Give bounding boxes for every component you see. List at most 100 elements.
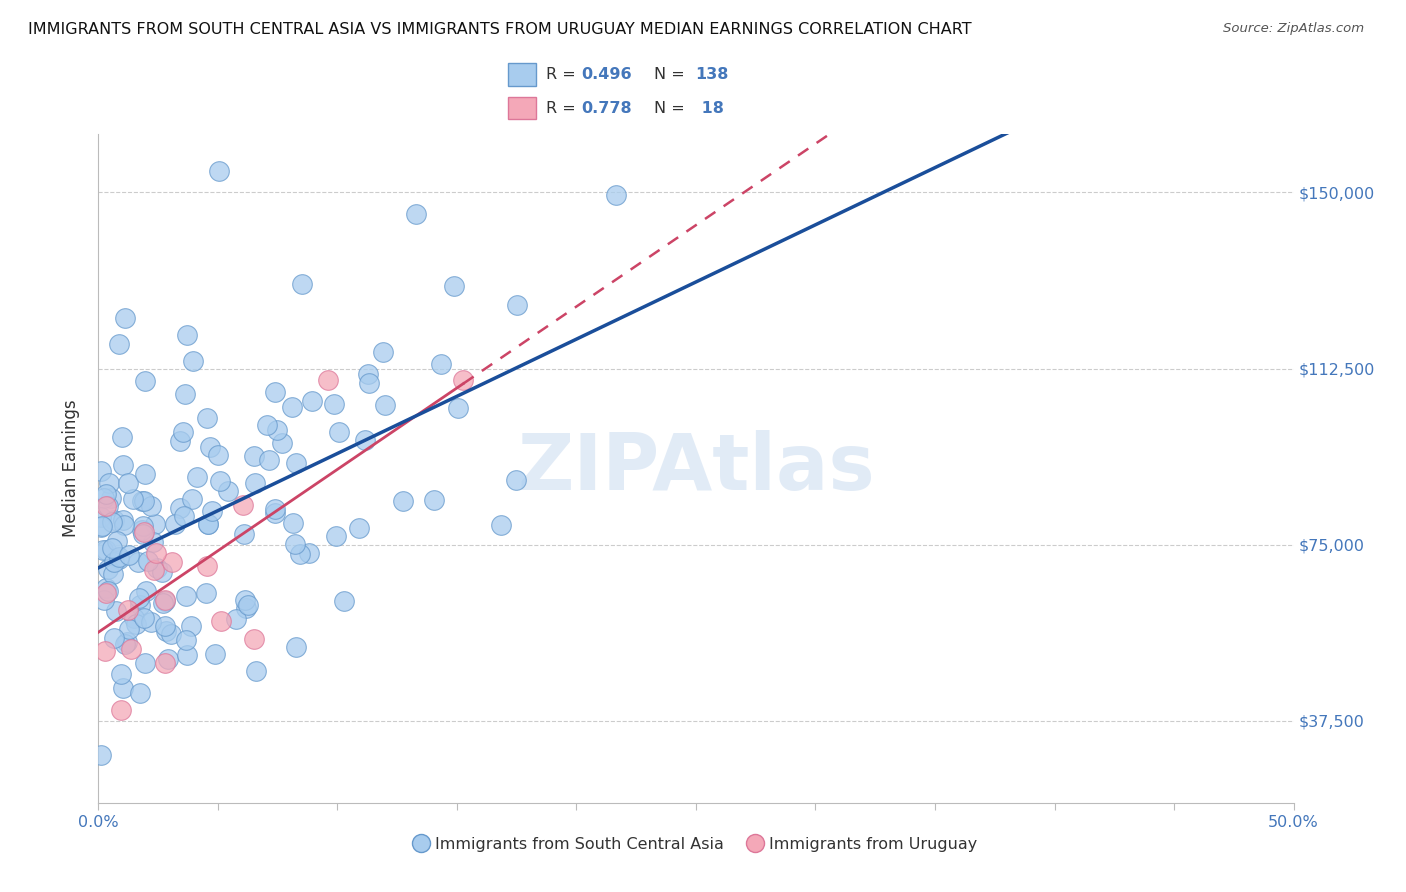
Point	[172, 425, 194, 439]
Point	[115, 635, 138, 649]
Point	[132, 526, 155, 541]
Point	[180, 619, 202, 633]
Point	[301, 393, 323, 408]
Point	[263, 385, 285, 400]
Point	[152, 595, 174, 609]
Point	[111, 513, 134, 527]
Point	[356, 367, 378, 381]
Point	[150, 565, 173, 579]
Point	[174, 589, 197, 603]
Point	[134, 657, 156, 671]
Point	[111, 430, 134, 444]
Point	[110, 703, 132, 717]
Point	[374, 398, 396, 412]
Point	[103, 631, 125, 645]
Point	[97, 499, 120, 513]
Point	[105, 533, 128, 548]
Point	[128, 591, 150, 606]
Point	[323, 397, 346, 411]
Point	[134, 375, 156, 389]
Point	[217, 483, 239, 498]
Text: R =: R =	[546, 101, 581, 116]
Point	[232, 498, 254, 512]
Point	[284, 456, 307, 470]
Bar	[509, 96, 536, 120]
Point	[197, 517, 219, 532]
Point	[332, 594, 354, 608]
Point	[160, 627, 183, 641]
Point	[105, 604, 128, 618]
Point	[181, 354, 204, 368]
Point	[443, 279, 465, 293]
Point	[264, 506, 287, 520]
Point	[128, 686, 150, 700]
Point	[422, 493, 444, 508]
Point	[128, 599, 150, 613]
Point	[266, 423, 288, 437]
Point	[91, 542, 114, 557]
Point	[101, 566, 124, 581]
Point	[108, 549, 131, 564]
Point	[103, 555, 125, 569]
Point	[207, 448, 229, 462]
Point	[93, 593, 115, 607]
Point	[118, 622, 141, 636]
Point	[174, 632, 197, 647]
Point	[141, 500, 163, 514]
Point	[112, 458, 135, 472]
Point	[181, 491, 204, 506]
Text: 0.778: 0.778	[581, 101, 631, 116]
Point	[163, 516, 186, 531]
Point	[153, 656, 176, 670]
Point	[208, 475, 231, 489]
Point	[235, 601, 257, 615]
Point	[114, 310, 136, 325]
Point	[243, 476, 266, 491]
Point	[136, 554, 159, 568]
Point	[200, 504, 222, 518]
Point	[156, 652, 179, 666]
Point	[120, 641, 142, 656]
Point	[134, 611, 156, 625]
Point	[134, 525, 156, 540]
Text: N =: N =	[654, 67, 690, 82]
Point	[291, 277, 314, 291]
Text: 18: 18	[696, 101, 724, 116]
Text: IMMIGRANTS FROM SOUTH CENTRAL ASIA VS IMMIGRANTS FROM URUGUAY MEDIAN EARNINGS CO: IMMIGRANTS FROM SOUTH CENTRAL ASIA VS IM…	[28, 22, 972, 37]
Point	[101, 515, 124, 529]
Text: 138: 138	[696, 67, 728, 82]
Point	[173, 386, 195, 401]
Point	[155, 624, 177, 638]
Point	[110, 666, 132, 681]
Bar	[509, 63, 536, 87]
Point	[142, 563, 165, 577]
Point	[131, 523, 153, 537]
Point	[243, 632, 266, 646]
Point	[169, 501, 191, 516]
Point	[243, 449, 266, 463]
Point	[173, 509, 195, 524]
Point	[194, 586, 217, 600]
Point	[94, 586, 117, 600]
Point	[298, 545, 321, 559]
Point	[97, 583, 120, 598]
Point	[392, 494, 415, 508]
Point	[195, 559, 218, 574]
Point	[176, 648, 198, 663]
Point	[97, 561, 120, 575]
Point	[405, 207, 427, 221]
Point	[153, 619, 176, 633]
Point	[101, 541, 124, 555]
Text: 0.496: 0.496	[581, 67, 631, 82]
Point	[354, 433, 377, 447]
Point	[153, 593, 176, 607]
Point	[236, 598, 259, 612]
Point	[121, 492, 143, 507]
Point	[98, 475, 121, 490]
Point	[93, 491, 115, 505]
Point	[453, 373, 475, 387]
Point	[91, 519, 114, 533]
Point	[186, 469, 208, 483]
Point	[94, 581, 117, 595]
Point	[232, 527, 254, 541]
